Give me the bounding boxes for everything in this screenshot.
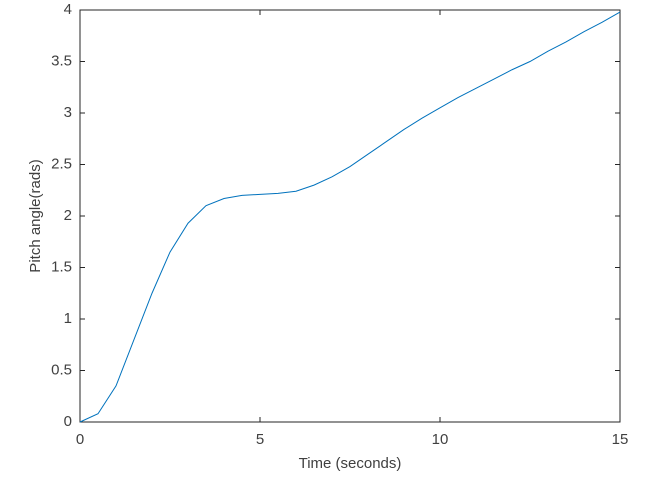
data-line (79, 11, 621, 423)
x-tick-label: 15 (612, 431, 629, 448)
y-tick-label: 1.5 (51, 258, 72, 275)
y-tick-label: 2 (64, 207, 72, 224)
y-tick-label: 0.5 (51, 361, 72, 378)
plot-area (79, 9, 621, 423)
y-tick-label: 1 (64, 310, 72, 327)
y-axis-label: Pitch angle(rads) (27, 159, 44, 272)
x-tick-label: 10 (432, 431, 449, 448)
x-tick-label: 5 (256, 431, 264, 448)
y-tick-label: 3 (64, 104, 72, 121)
x-axis-label: Time (seconds) (299, 455, 402, 472)
y-tick-label: 0 (64, 413, 72, 430)
y-tick-label: 4 (64, 1, 72, 18)
x-tick-label: 0 (76, 431, 84, 448)
y-tick-label: 3.5 (51, 52, 72, 69)
y-tick-label: 2.5 (51, 155, 72, 172)
